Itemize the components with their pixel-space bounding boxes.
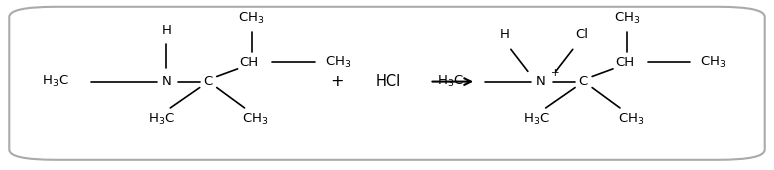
Text: H$_3$C: H$_3$C xyxy=(523,112,550,127)
Text: CH$_3$: CH$_3$ xyxy=(618,112,644,127)
Text: C: C xyxy=(578,75,587,88)
Text: CH: CH xyxy=(240,56,259,69)
Text: N: N xyxy=(536,75,545,88)
Text: C: C xyxy=(203,75,212,88)
Text: H: H xyxy=(162,24,171,37)
Text: +: + xyxy=(551,68,560,78)
Text: CH$_3$: CH$_3$ xyxy=(238,11,265,26)
Text: CH$_3$: CH$_3$ xyxy=(614,11,640,26)
Text: H$_3$C: H$_3$C xyxy=(437,74,464,89)
Text: CH: CH xyxy=(615,56,634,69)
Text: Cl: Cl xyxy=(576,28,588,41)
Text: HCl: HCl xyxy=(376,74,401,89)
Text: CH$_3$: CH$_3$ xyxy=(242,112,269,127)
Text: H$_3$C: H$_3$C xyxy=(148,112,174,127)
Text: H: H xyxy=(500,28,509,41)
Text: N: N xyxy=(162,75,171,88)
FancyBboxPatch shape xyxy=(9,7,765,160)
Text: CH$_3$: CH$_3$ xyxy=(325,55,351,70)
Text: CH$_3$: CH$_3$ xyxy=(700,55,727,70)
Text: +: + xyxy=(330,74,344,89)
Text: H$_3$C: H$_3$C xyxy=(43,74,69,89)
